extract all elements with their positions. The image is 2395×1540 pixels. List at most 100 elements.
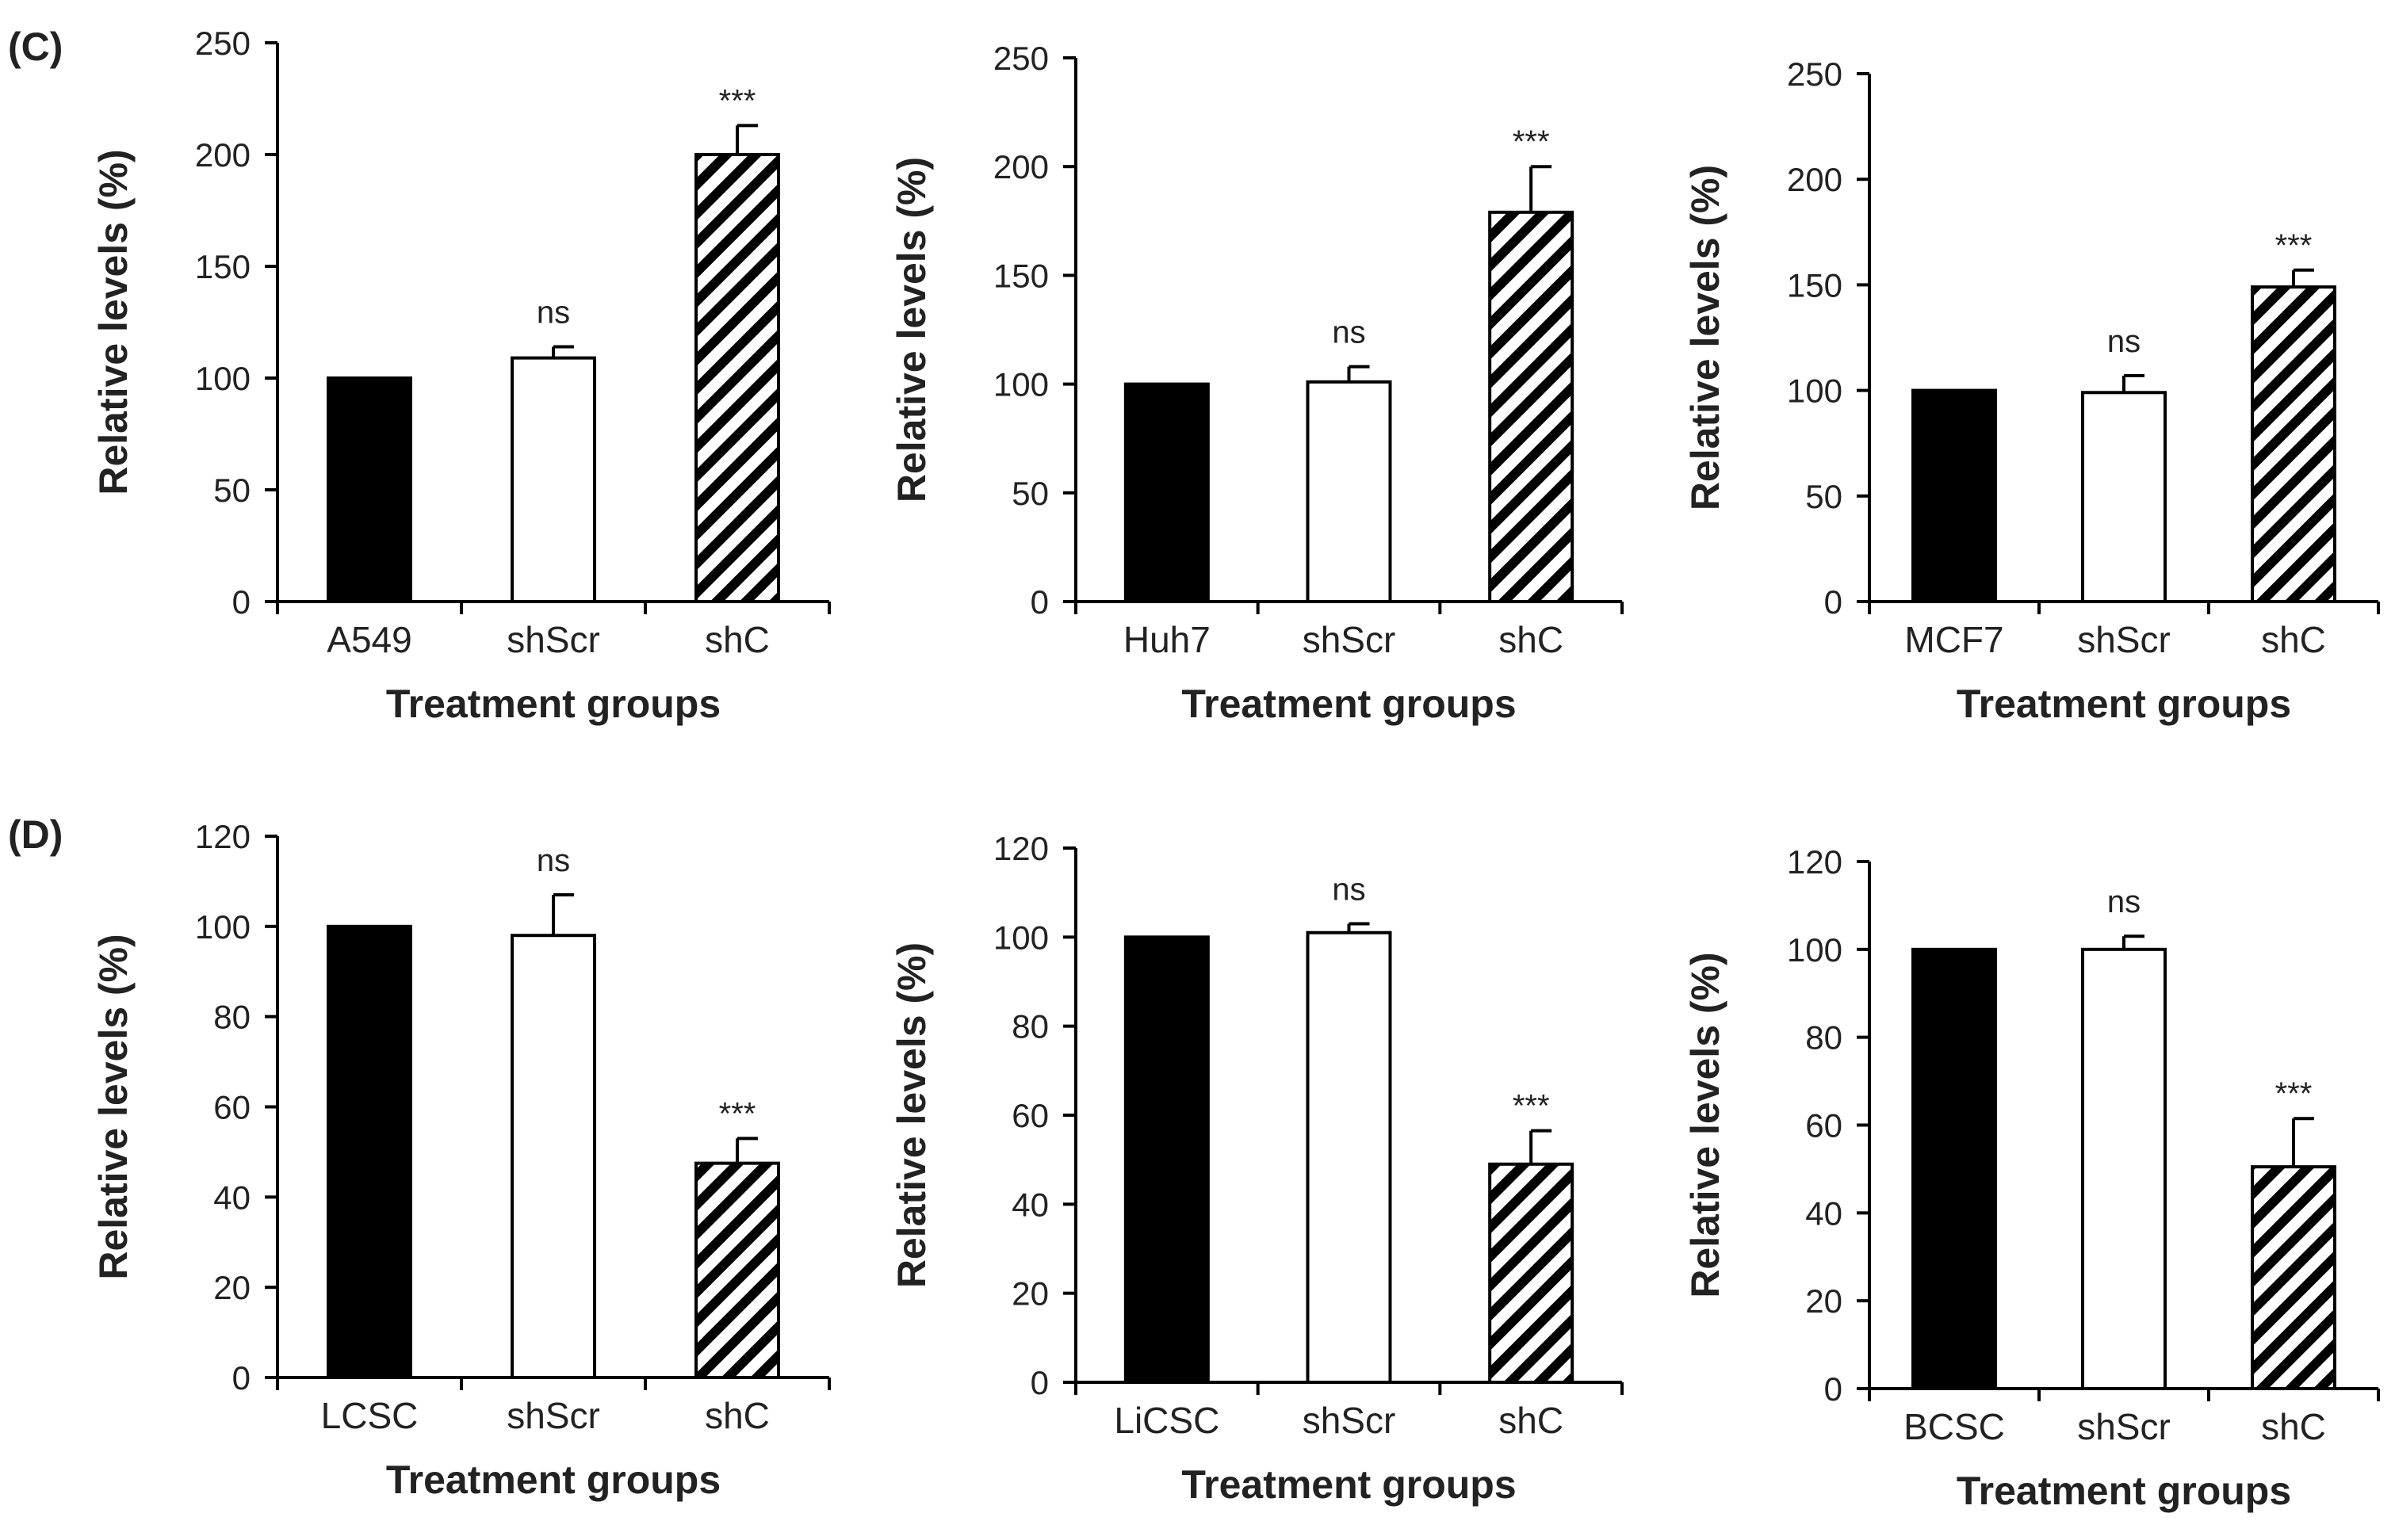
y-axis-title: Relative levels (%) (1683, 952, 1727, 1297)
bar-chart-4: 0 20 40 60 80 100 120 LCSC ns shScr *** shC Treatmen… (91, 818, 831, 1502)
bar-shc (2251, 285, 2336, 603)
bar-chart-3: 0 50 100 150 200 250 MCF7 ns shScr *** shC Treatmen… (1683, 55, 2380, 726)
significance-label: *** (2275, 1076, 2313, 1111)
bar-a549 (327, 376, 412, 603)
y-tick-label: 20 (1805, 1282, 1842, 1320)
bar-shscr (1306, 380, 1392, 603)
bar-shc (1488, 1162, 1574, 1384)
y-tick-label: 100 (993, 919, 1049, 956)
y-tick-label: 120 (1787, 843, 1842, 881)
y-tick-label: 120 (195, 818, 251, 855)
x-tick-label: shC (705, 619, 770, 660)
y-tick-label: 20 (1012, 1275, 1049, 1313)
significance-label: ns (1332, 315, 1365, 350)
x-tick-label: shC (2261, 1406, 2326, 1447)
bar-shscr (2081, 391, 2167, 603)
y-tick-label: 120 (993, 830, 1049, 867)
x-axis-title: Treatment groups (1181, 1462, 1516, 1507)
y-tick-label: 100 (1787, 931, 1842, 969)
y-tick-label: 200 (195, 136, 251, 174)
significance-label: *** (719, 1096, 756, 1131)
significance-label: ns (537, 296, 570, 331)
significance-label: *** (1513, 124, 1550, 159)
y-axis-title: Relative levels (%) (890, 942, 934, 1288)
y-axis-title: Relative levels (%) (1683, 165, 1727, 510)
y-tick-label: 100 (195, 360, 251, 397)
x-tick-label: LiCSC (1114, 1400, 1219, 1441)
y-tick-label: 250 (195, 25, 251, 62)
y-axis-title: Relative levels (%) (91, 934, 136, 1279)
y-tick-label: 0 (1031, 1364, 1049, 1401)
bar-chart-5: 0 20 40 60 80 100 120 LiCSC ns shScr *** shC Treatme… (890, 830, 1624, 1507)
y-tick-label: 200 (1787, 161, 1842, 198)
x-tick-label: shScr (1303, 1400, 1396, 1441)
bar-chart-6: 0 20 40 60 80 100 120 BCSC ns shScr *** shC Treatmen… (1683, 843, 2380, 1513)
bar-licsc (1123, 935, 1210, 1385)
x-tick-label: MCF7 (1904, 619, 2003, 660)
x-axis-title: Treatment groups (1181, 682, 1516, 726)
x-axis-title: Treatment groups (1957, 1469, 2291, 1513)
significance-label: ns (2107, 885, 2141, 919)
bar-shscr (1306, 930, 1392, 1384)
significance-label: *** (719, 83, 756, 118)
y-tick-label: 50 (213, 472, 251, 509)
y-tick-label: 0 (1031, 583, 1049, 621)
significance-label: ns (537, 843, 570, 878)
bar-chart-2: 0 50 100 150 200 250 Huh7 ns shScr *** shC Treatmen… (890, 40, 1624, 726)
x-tick-label: shScr (507, 1395, 600, 1436)
y-tick-label: 0 (232, 583, 251, 621)
x-tick-label: shC (705, 1395, 770, 1436)
bar-shc (1488, 210, 1574, 603)
x-tick-label: shScr (2077, 1406, 2171, 1447)
significance-label: *** (2275, 228, 2313, 263)
y-tick-label: 0 (232, 1359, 251, 1397)
bar-shscr (511, 356, 596, 603)
significance-label: ns (1332, 872, 1365, 907)
bar-shc (694, 1161, 780, 1380)
bar-shscr (511, 934, 596, 1379)
x-tick-label: A549 (327, 619, 411, 660)
y-tick-label: 100 (195, 908, 251, 946)
y-tick-label: 40 (1012, 1186, 1049, 1223)
y-tick-label: 60 (213, 1089, 251, 1126)
y-tick-label: 80 (1012, 1008, 1049, 1045)
y-tick-label: 60 (1805, 1107, 1842, 1144)
bar-huh7 (1123, 382, 1210, 603)
y-tick-label: 200 (993, 148, 1049, 185)
x-tick-label: shScr (507, 619, 600, 660)
y-tick-label: 100 (1787, 373, 1842, 410)
x-tick-label: shScr (1303, 619, 1396, 660)
charts-container: 050100150200250A549nsshScr***shCTreatmen… (91, 25, 2380, 1513)
x-tick-label: shC (1498, 1400, 1563, 1441)
y-tick-label: 80 (1805, 1019, 1842, 1057)
bar-bcsc (1911, 947, 1997, 1391)
significance-label: *** (1513, 1089, 1550, 1124)
panel-label-d: (D) (8, 812, 63, 857)
bar-shscr (2081, 947, 2167, 1391)
x-tick-label: shC (1498, 619, 1563, 660)
x-axis-title: Treatment groups (386, 682, 721, 726)
x-tick-label: shC (2261, 619, 2326, 660)
y-tick-label: 100 (993, 366, 1049, 403)
bar-lcsc (327, 924, 412, 1380)
y-tick-label: 20 (213, 1269, 251, 1306)
y-tick-label: 150 (195, 248, 251, 285)
y-tick-label: 40 (213, 1179, 251, 1216)
y-axis-title: Relative levels (%) (91, 149, 136, 495)
y-tick-label: 50 (1012, 475, 1049, 512)
y-tick-label: 80 (213, 999, 251, 1036)
y-tick-label: 60 (1012, 1097, 1049, 1134)
x-tick-label: Huh7 (1123, 619, 1211, 660)
y-axis-title: Relative levels (%) (890, 157, 934, 503)
x-axis-title: Treatment groups (1957, 682, 2291, 726)
panel-label-c: (C) (8, 25, 63, 69)
y-tick-label: 50 (1805, 478, 1842, 515)
x-axis-title: Treatment groups (386, 1458, 721, 1502)
y-tick-label: 40 (1805, 1194, 1842, 1232)
x-tick-label: shScr (2077, 619, 2171, 660)
y-tick-label: 250 (1787, 55, 1842, 93)
bar-shc (2251, 1165, 2336, 1391)
bar-mcf7 (1911, 388, 1997, 603)
y-tick-label: 250 (993, 40, 1049, 77)
